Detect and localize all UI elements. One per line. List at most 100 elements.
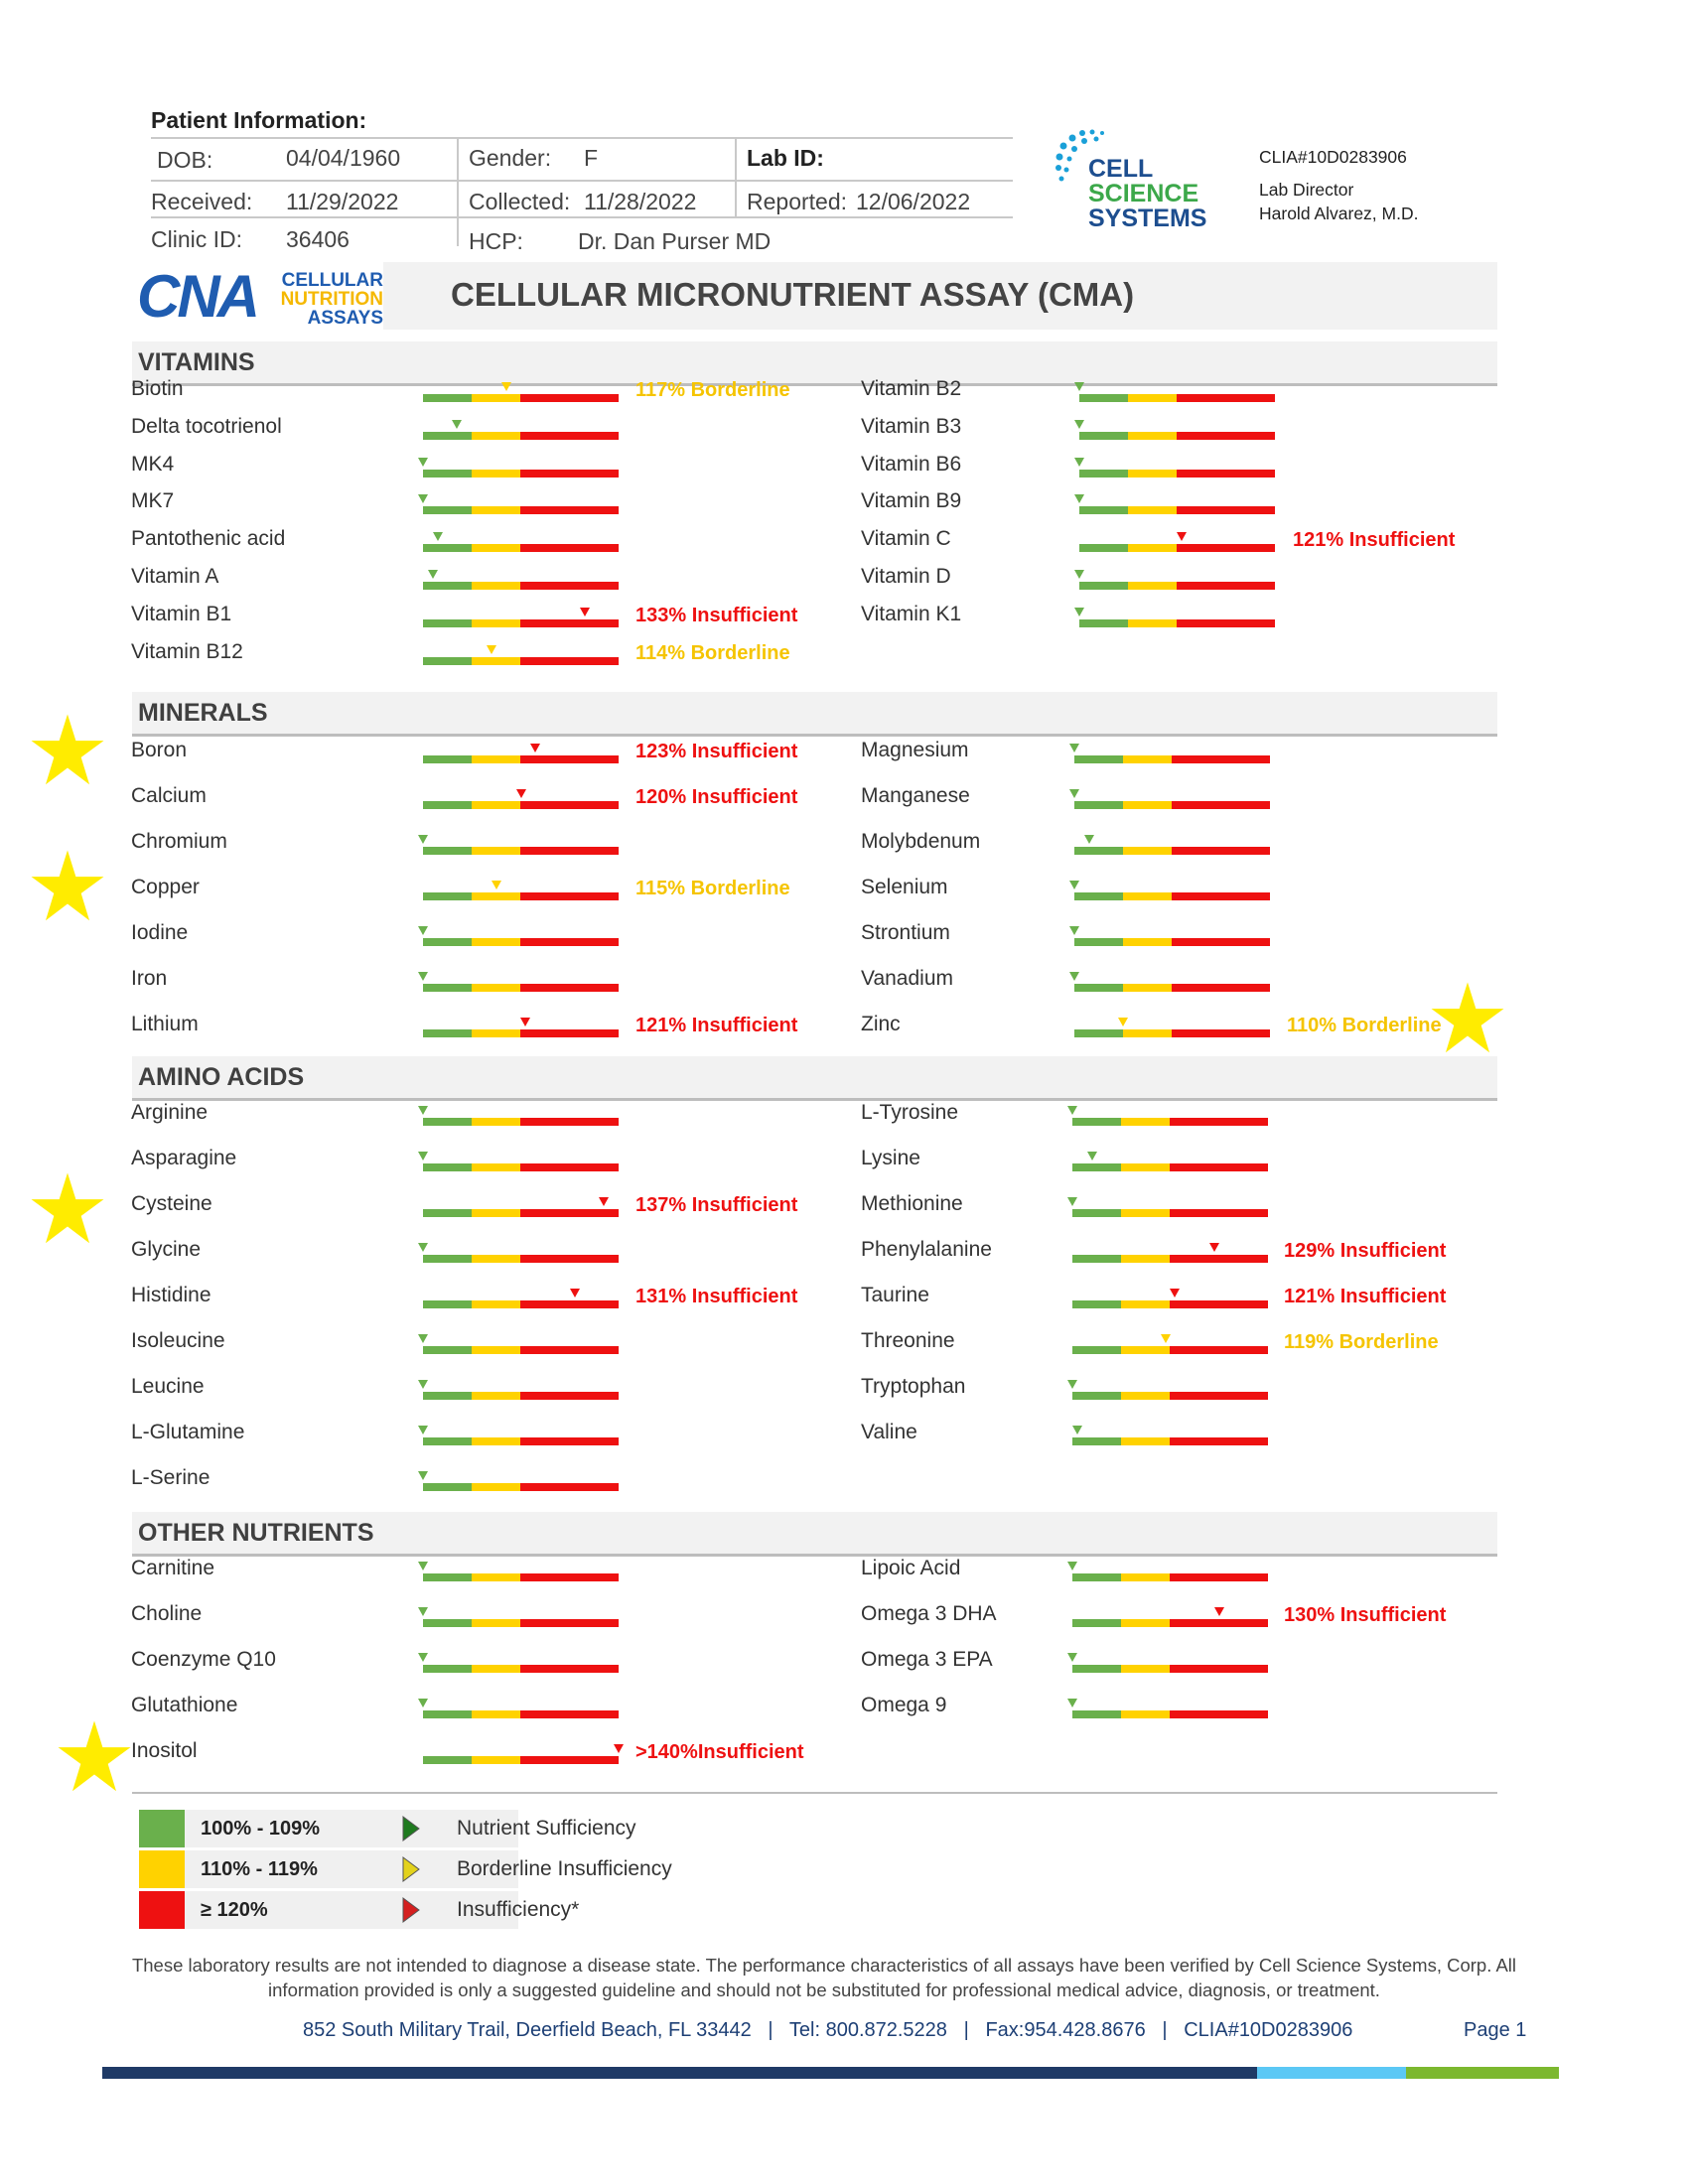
bar-segment-r — [520, 1163, 619, 1171]
status-text-vitamin-c: 121% Insufficient — [1293, 529, 1456, 552]
arrow-right-icon — [402, 1816, 420, 1842]
received-label: Received: — [151, 189, 253, 214]
bar-segment-r — [520, 755, 619, 763]
value-marker-strontium — [1069, 926, 1079, 935]
bar-segment-r — [1170, 1346, 1268, 1354]
nutrient-label-vitamin-b6: Vitamin B6 — [861, 452, 962, 476]
nutrient-bar-glycine — [423, 1255, 619, 1263]
footer-bar-navy — [102, 2067, 1257, 2079]
nutrient-bar-iodine — [423, 938, 619, 946]
bar-segment-g — [1074, 847, 1123, 855]
star-icon — [30, 713, 105, 788]
bar-segment-y — [472, 1255, 520, 1263]
bar-segment-g — [423, 1710, 472, 1718]
bar-segment-y — [472, 1029, 520, 1037]
nutrient-bar-vitamin-b1 — [423, 618, 619, 627]
bar-segment-g — [423, 1163, 472, 1171]
section-title: MINERALS — [138, 699, 268, 727]
bar-segment-y — [472, 1392, 520, 1400]
bar-segment-g — [1079, 618, 1128, 627]
value-marker-manganese — [1069, 789, 1079, 798]
status-text-zinc: 110% Borderline — [1287, 1015, 1442, 1036]
bar-segment-r — [520, 1756, 619, 1764]
bar-segment-r — [520, 1209, 619, 1217]
bar-segment-g — [423, 469, 472, 478]
bar-segment-r — [520, 1392, 619, 1400]
nutrient-label-glutathione: Glutathione — [131, 1694, 238, 1716]
nutrient-bar-lipoic-acid — [1072, 1573, 1268, 1581]
gender-value: F — [584, 145, 599, 171]
logo-text-science: SCIENCE — [1088, 180, 1199, 207]
page-number: Page 1 — [1464, 2019, 1527, 2041]
bar-segment-r — [1170, 1619, 1268, 1627]
cna-logo-mark: CNA — [137, 263, 260, 330]
bar-segment-g — [1079, 506, 1128, 515]
nutrient-bar-coenzyme-q10 — [423, 1665, 619, 1673]
status-text-phenylalanine: 129% Insufficient — [1284, 1240, 1447, 1262]
nutrient-bar-calcium — [423, 801, 619, 809]
value-marker-tryptophan — [1067, 1380, 1077, 1389]
nutrient-label-calcium: Calcium — [131, 784, 207, 807]
bar-segment-g — [1079, 394, 1128, 402]
value-marker-selenium — [1069, 881, 1079, 889]
value-marker-omega-3-dha — [1213, 1607, 1224, 1616]
bar-segment-y — [1123, 755, 1172, 763]
nutrient-label-vanadium: Vanadium — [861, 967, 954, 990]
bar-segment-g — [423, 618, 472, 627]
bar-segment-g — [423, 1573, 472, 1581]
value-marker-l-tyrosine — [1067, 1106, 1077, 1115]
bar-segment-r — [1172, 801, 1270, 809]
cna-logo: CNA CELLULAR NUTRITION ASSAYS — [137, 263, 385, 332]
bar-segment-g — [423, 1619, 472, 1627]
dob-label: DOB: — [157, 147, 213, 173]
nutrient-bar-vitamin-b3 — [1079, 431, 1275, 440]
nutrient-label-l-serine: L-Serine — [131, 1466, 211, 1489]
bar-segment-g — [1079, 544, 1128, 553]
nutrient-label-vitamin-b3: Vitamin B3 — [861, 414, 962, 438]
bar-segment-y — [1121, 1346, 1170, 1354]
nutrient-bar-l-glutamine — [423, 1437, 619, 1445]
nutrient-label-biotin: Biotin — [131, 377, 184, 400]
nutrient-label-selenium: Selenium — [861, 876, 948, 898]
bar-segment-y — [472, 469, 520, 478]
bar-segment-y — [472, 755, 520, 763]
nutrient-label-glycine: Glycine — [131, 1238, 202, 1261]
dots-icon — [1055, 129, 1104, 182]
bar-segment-g — [1074, 938, 1123, 946]
hcp-label: HCP: — [469, 228, 523, 254]
bar-segment-r — [520, 1118, 619, 1126]
nutrient-label-valine: Valine — [861, 1421, 917, 1443]
value-marker-omega-3-epa — [1067, 1653, 1077, 1662]
nutrient-bar-copper — [423, 892, 619, 900]
value-marker-valine — [1071, 1426, 1082, 1434]
value-marker-vitamin-b9 — [1074, 494, 1084, 504]
bar-segment-r — [520, 656, 619, 665]
nutrient-bar-vanadium — [1074, 984, 1270, 992]
status-text-taurine: 121% Insufficient — [1284, 1286, 1447, 1307]
nutrient-label-carnitine: Carnitine — [131, 1557, 215, 1579]
nutrient-label-pantothenic-acid: Pantothenic acid — [131, 527, 286, 551]
bar-segment-r — [520, 469, 619, 478]
value-marker-threonine — [1160, 1334, 1171, 1343]
nutrient-label-manganese: Manganese — [861, 784, 970, 807]
title-bar: CELLULAR MICRONUTRIENT ASSAY (CMA) — [383, 262, 1497, 330]
bar-segment-g — [1074, 755, 1123, 763]
bar-segment-r — [1170, 1209, 1268, 1217]
nutrient-bar-mk4 — [423, 469, 619, 478]
bar-segment-y — [1128, 506, 1177, 515]
nutrient-bar-threonine — [1072, 1346, 1268, 1354]
bar-segment-r — [520, 1483, 619, 1491]
bar-segment-y — [1121, 1437, 1170, 1445]
value-marker-isoleucine — [418, 1334, 428, 1343]
bar-segment-r — [1172, 938, 1270, 946]
footer-address: 852 South Military Trail, Deerfield Beac… — [303, 2019, 1353, 2041]
bar-segment-r — [1177, 431, 1275, 440]
nutrient-bar-l-serine — [423, 1483, 619, 1491]
nutrient-label-threonine: Threonine — [861, 1329, 955, 1352]
bar-segment-r — [520, 1619, 619, 1627]
nutrient-label-zinc: Zinc — [861, 1013, 901, 1035]
nutrient-label-vitamin-c: Vitamin C — [861, 527, 951, 551]
nutrient-label-lysine: Lysine — [861, 1147, 920, 1169]
nutrient-label-magnesium: Magnesium — [861, 739, 969, 761]
bar-segment-y — [1121, 1665, 1170, 1673]
